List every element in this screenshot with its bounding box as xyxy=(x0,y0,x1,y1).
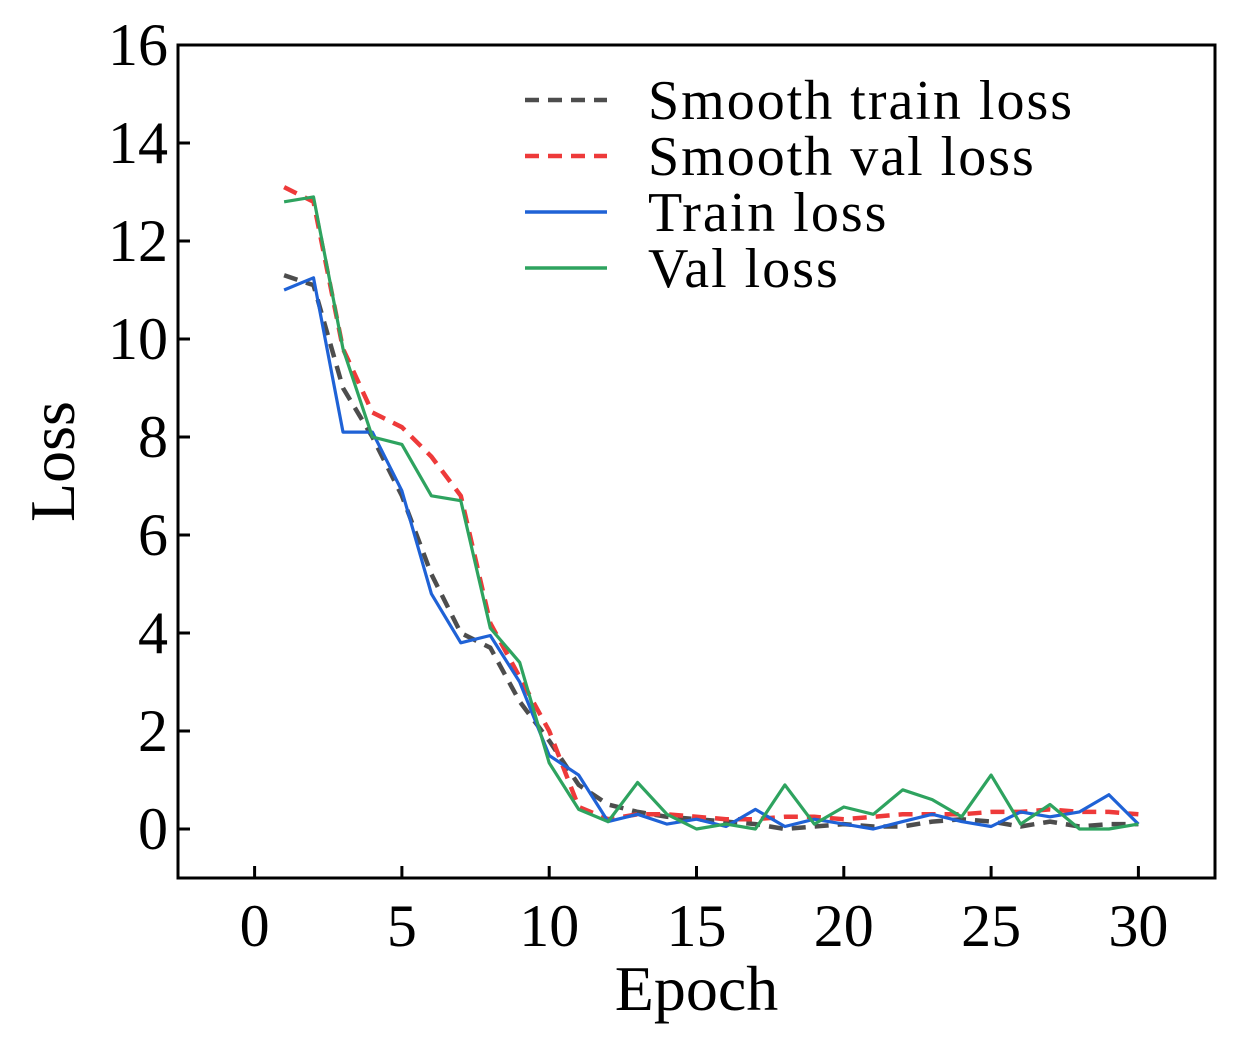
y-tick-label: 10 xyxy=(108,306,168,372)
y-tick-label: 12 xyxy=(108,208,168,274)
x-tick-label: 25 xyxy=(961,893,1021,959)
y-tick-label: 0 xyxy=(138,796,168,862)
x-tick-label: 20 xyxy=(814,893,874,959)
y-axis-title: Loss xyxy=(17,401,88,522)
legend-label: Smooth val loss xyxy=(648,126,1036,188)
y-axis: 0 2 4 6 8 10 12 14 16 xyxy=(108,12,190,862)
series-line-val-loss xyxy=(283,195,1139,831)
series-line-smooth-val-loss xyxy=(283,185,1139,822)
x-tick-label: 5 xyxy=(387,893,417,959)
y-tick-label: 14 xyxy=(108,110,168,176)
y-tick-label: 4 xyxy=(138,600,168,666)
y-tick-label: 6 xyxy=(138,502,168,568)
plot-area xyxy=(283,185,1140,832)
y-tick-label: 2 xyxy=(138,698,168,764)
series-line-smooth-train-loss xyxy=(283,273,1139,832)
y-tick-label: 16 xyxy=(108,12,168,78)
x-tick-label: 0 xyxy=(240,893,270,959)
legend-label: Train loss xyxy=(648,182,888,244)
series-line-train-loss xyxy=(283,276,1140,831)
x-axis-title: Epoch xyxy=(615,953,779,1024)
y-tick-label: 8 xyxy=(138,404,168,470)
legend-label: Val loss xyxy=(648,238,840,300)
x-axis: 0 5 10 15 20 25 30 xyxy=(240,866,1168,959)
x-tick-label: 15 xyxy=(667,893,727,959)
x-tick-label: 30 xyxy=(1108,893,1168,959)
x-tick-label: 10 xyxy=(519,893,579,959)
legend-label: Smooth train loss xyxy=(648,70,1074,132)
